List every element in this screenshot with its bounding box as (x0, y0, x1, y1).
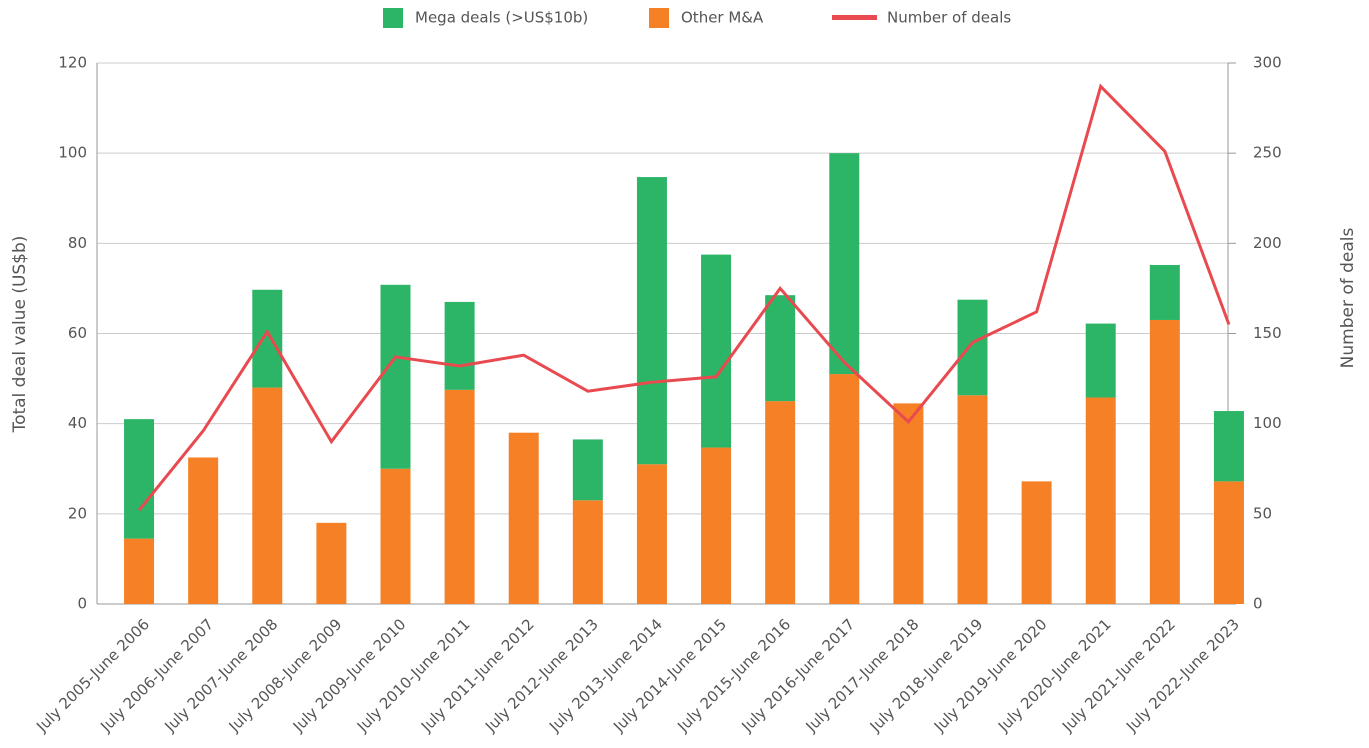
x-tick-label: July 2019-June 2020 (930, 615, 1051, 736)
bar (444, 301, 475, 390)
x-tick-label: July 2010-June 2011 (353, 615, 474, 736)
bar (893, 403, 924, 604)
y-tick-label: 100 (58, 144, 87, 162)
bar (1149, 264, 1180, 320)
bar (1085, 397, 1116, 604)
x-tick-label: July 2016-June 2017 (738, 615, 859, 736)
legend-swatch (383, 8, 403, 28)
y2-tick-label: 50 (1253, 504, 1272, 522)
bar (1149, 319, 1180, 604)
bar (765, 401, 796, 604)
y2-axis-title: Number of deals (1338, 227, 1358, 368)
bar (252, 289, 283, 388)
bar (1213, 481, 1244, 604)
x-tick-label: July 2013-June 2014 (545, 615, 666, 736)
bar (1213, 411, 1244, 482)
y2-tick-label: 150 (1253, 324, 1282, 342)
bar (765, 295, 796, 402)
x-tick-label: July 2015-June 2016 (673, 615, 794, 736)
x-tick-label: July 2020-June 2021 (994, 615, 1115, 736)
bar (957, 395, 988, 604)
y-tick-label: 120 (58, 54, 87, 72)
x-tick-label: July 2012-June 2013 (481, 615, 602, 736)
legend-swatch (649, 8, 669, 28)
y-tick-label: 40 (68, 414, 87, 432)
x-tick-label: July 2006-June 2007 (96, 615, 217, 736)
x-tick-label: July 2005-June 2006 (32, 615, 153, 736)
bar (188, 457, 219, 604)
bar (124, 538, 155, 604)
bar (380, 468, 411, 604)
bar (829, 374, 860, 604)
bar (444, 389, 475, 604)
bar (701, 447, 732, 604)
x-tick-label: July 2014-June 2015 (609, 615, 730, 736)
x-tick-label: July 2022-June 2023 (1122, 615, 1243, 736)
y-tick-label: 60 (68, 324, 87, 342)
bar (572, 439, 603, 501)
y2-tick-label: 250 (1253, 144, 1282, 162)
y-axis-title: Total deal value (US$b) (10, 236, 30, 434)
bar (1021, 481, 1052, 604)
x-tick-label: July 2021-June 2022 (1058, 615, 1179, 736)
bar (1085, 323, 1116, 398)
x-tick-label: July 2009-June 2010 (289, 615, 410, 736)
y-tick-label: 0 (77, 595, 87, 613)
bar (829, 153, 860, 375)
legend-swatch (832, 15, 877, 20)
y-tick-label: 20 (68, 504, 87, 522)
legend-label: Mega deals (>US$10b) (415, 9, 588, 27)
bar (957, 299, 988, 396)
y-tick-label: 80 (68, 234, 87, 252)
y2-tick-label: 200 (1253, 234, 1282, 252)
x-tick-label: July 2008-June 2009 (225, 615, 346, 736)
bar (636, 177, 667, 465)
bar (572, 500, 603, 604)
x-tick-label: July 2018-June 2019 (866, 615, 987, 736)
y2-tick-label: 0 (1253, 595, 1263, 613)
legend-label: Other M&A (681, 9, 764, 27)
bar (701, 254, 732, 448)
bar (380, 284, 411, 469)
x-tick-label: July 2011-June 2012 (417, 615, 538, 736)
y2-tick-label: 100 (1253, 414, 1282, 432)
bar (316, 522, 347, 604)
y2-tick-label: 300 (1253, 54, 1282, 72)
bar (508, 432, 539, 604)
legend-label: Number of deals (887, 9, 1011, 27)
bar (252, 387, 283, 604)
x-tick-label: July 2007-June 2008 (161, 615, 282, 736)
bar (636, 464, 667, 604)
line (137, 83, 1231, 512)
bar (124, 419, 155, 539)
x-tick-label: July 2017-June 2018 (802, 615, 923, 736)
